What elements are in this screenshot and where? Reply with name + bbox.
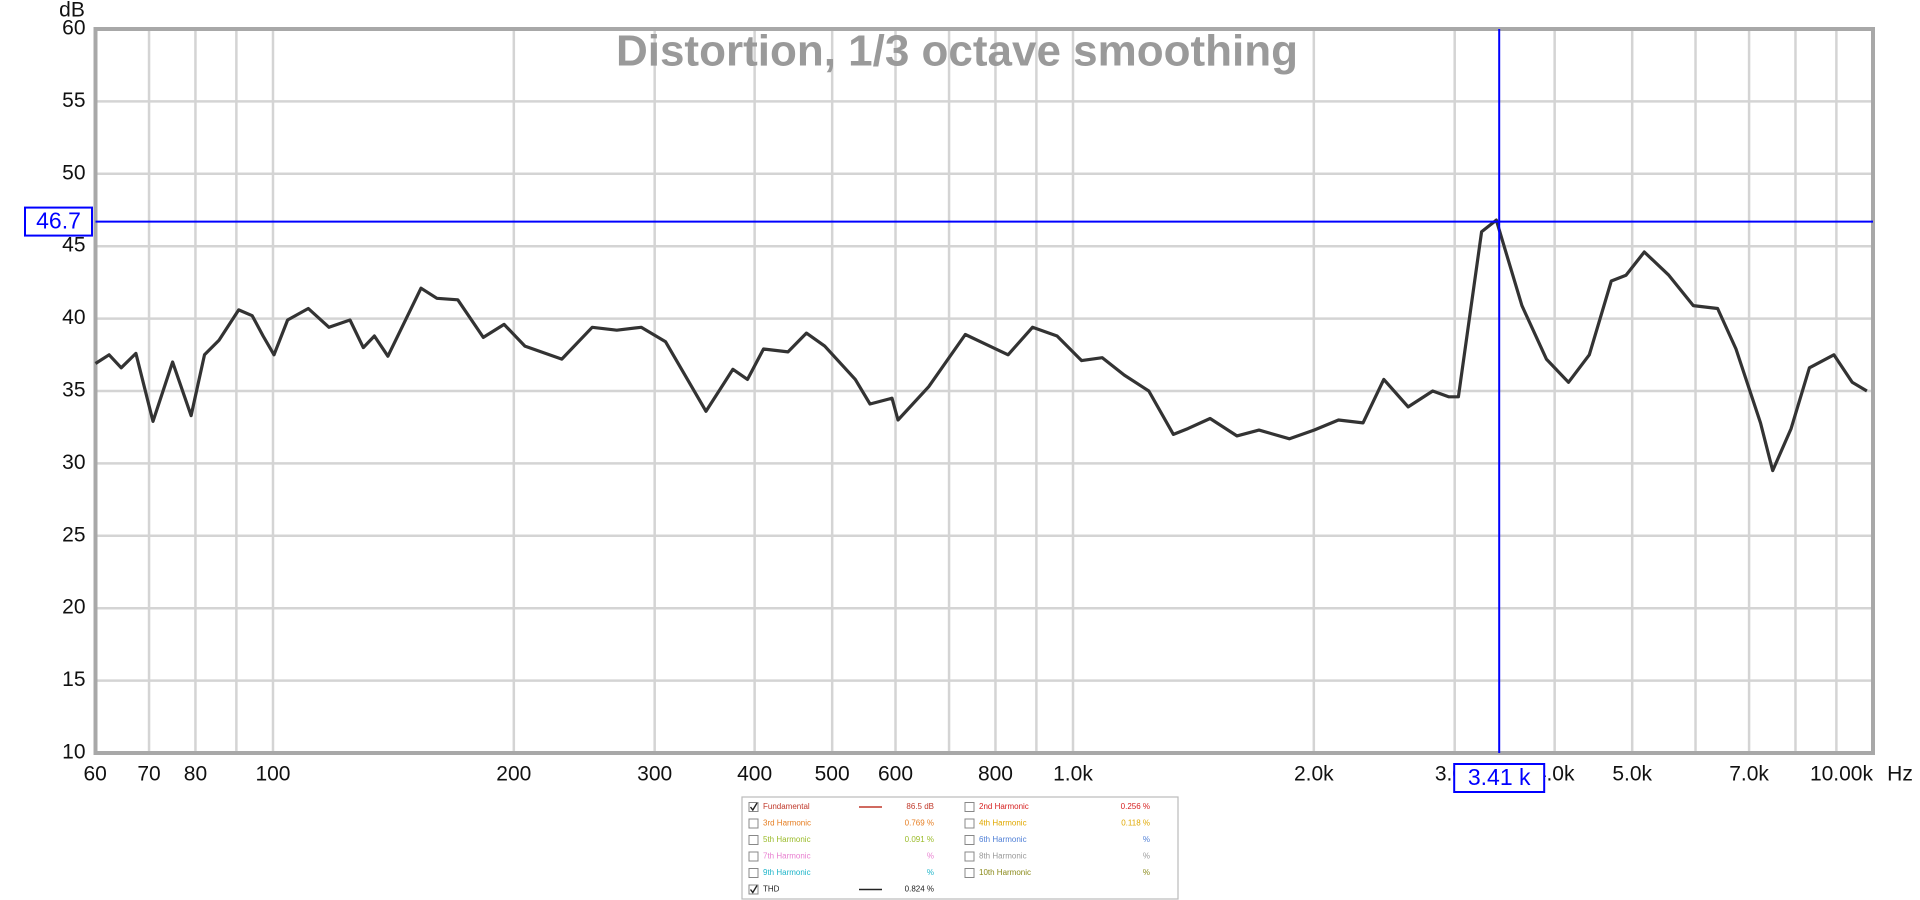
legend-label: 6th Harmonic	[979, 835, 1027, 844]
legend-label: 9th Harmonic	[763, 868, 811, 877]
grid	[94, 27, 1875, 755]
x-tick-label: 60	[84, 763, 107, 786]
y-tick-label: 45	[62, 234, 85, 257]
x-tick-label: 2.0k	[1294, 763, 1334, 786]
x-unit: Hz	[1887, 763, 1913, 786]
x-tick-label: 5.0k	[1612, 763, 1652, 786]
x-tick-label: 200	[496, 763, 531, 786]
x-tick-label: 600	[878, 763, 913, 786]
legend-label: 2nd Harmonic	[979, 802, 1029, 811]
legend-label: 8th Harmonic	[979, 852, 1027, 861]
legend-value: 86.5 dB	[906, 802, 934, 811]
x-tick-label: 400	[737, 763, 772, 786]
cursor-y-label: 46.7	[36, 208, 81, 234]
legend-checkbox[interactable]	[964, 851, 975, 862]
legend-label: 4th Harmonic	[979, 819, 1027, 828]
legend-value: %	[1143, 868, 1150, 877]
legend-checkbox[interactable]	[964, 835, 975, 845]
y-tick-label: 10	[62, 741, 85, 764]
y-tick-label: 15	[62, 668, 85, 691]
legend-checkbox[interactable]	[748, 802, 759, 812]
legend-checkbox[interactable]	[748, 835, 759, 845]
legend-label: 3rd Harmonic	[763, 819, 811, 828]
y-tick-label: 40	[62, 306, 85, 329]
x-tick-label: 800	[978, 763, 1013, 786]
cursor-x-label: 3.41 k	[1468, 764, 1531, 790]
x-tick-label: 500	[815, 763, 850, 786]
y-tick-label: 60	[62, 17, 85, 40]
y-tick-label: 30	[62, 451, 85, 474]
legend-checkmark	[749, 802, 758, 812]
legend-checkmark	[749, 885, 758, 894]
x-tick-label: 300	[637, 763, 672, 786]
y-tick-label: 35	[62, 379, 85, 402]
x-tick-label: 80	[184, 763, 207, 786]
legend-label: 10th Harmonic	[979, 868, 1031, 877]
x-tick-label: 1.0k	[1053, 763, 1093, 786]
y-tick-label: 55	[62, 89, 85, 112]
legend-checkbox[interactable]	[748, 851, 759, 862]
x-tick-label: 70	[137, 763, 160, 786]
plot-frame	[93, 27, 1875, 755]
legend-value: 0.118 %	[1121, 819, 1150, 828]
y-tick-label: 25	[62, 523, 85, 546]
legend-checkbox[interactable]	[964, 868, 975, 878]
legend-checkbox[interactable]	[748, 818, 759, 829]
legend-value: 0.824 %	[905, 885, 934, 894]
y-tick-label: 50	[62, 161, 85, 184]
thd-curve	[94, 218, 1868, 473]
legend-label: THD	[763, 885, 780, 894]
legend-value: %	[1143, 835, 1150, 844]
legend-checkbox[interactable]	[964, 818, 975, 829]
legend-checkbox[interactable]	[964, 802, 975, 812]
legend-panel	[741, 796, 1179, 900]
legend-value: %	[927, 852, 934, 861]
x-tick-label: 100	[255, 763, 290, 786]
x-tick-label: 10.00k	[1810, 763, 1874, 786]
legend-checkbox[interactable]	[748, 868, 759, 878]
legend-value: %	[1143, 852, 1150, 861]
legend-label: Fundamental	[763, 802, 810, 811]
legend-value: 0.256 %	[1121, 802, 1150, 811]
legend-value: %	[927, 868, 934, 877]
legend-label: 5th Harmonic	[763, 835, 811, 844]
x-tick-label: 7.0k	[1729, 763, 1769, 786]
cursor-x-box	[1453, 763, 1546, 793]
legend-checkbox[interactable]	[748, 884, 759, 895]
legend-value: 0.091 %	[905, 835, 934, 844]
y-unit: dB	[59, 0, 85, 22]
cursor-y-box	[24, 206, 93, 237]
y-tick-label: 20	[62, 596, 85, 619]
legend-value: 0.769 %	[905, 819, 934, 828]
chart-title: Distortion, 1/3 octave smoothing	[616, 27, 1298, 76]
legend-label: 7th Harmonic	[763, 852, 811, 861]
